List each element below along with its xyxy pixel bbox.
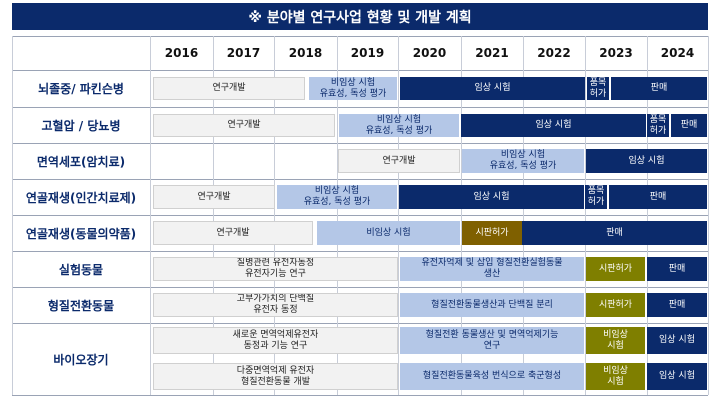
- phase-bar: 형질전환동물생산과 단백질 분리: [400, 293, 584, 317]
- row-divider: [12, 323, 708, 324]
- column-divider: [461, 36, 462, 395]
- column-divider: [523, 36, 524, 395]
- phase-bar: 비임상 시험 유효성, 독성 평가: [339, 114, 459, 137]
- column-divider: [150, 36, 151, 395]
- phase-bar: 비임상 시험 유효성, 독성 평가: [462, 149, 584, 173]
- phase-bar: 임상 시험: [461, 114, 646, 137]
- phase-bar: 판매: [609, 185, 707, 209]
- phase-bar: 시판허가: [462, 221, 522, 245]
- row-label: 면역세포(암치료): [36, 154, 126, 169]
- phase-bar: 임상 시험: [400, 77, 585, 100]
- page-title: ※ 분야별 연구사업 현황 및 개발 계획: [12, 3, 708, 30]
- phase-bar: 시판허가: [586, 257, 645, 281]
- table-left-border: [12, 36, 13, 395]
- phase-bar: 임상 시험: [399, 185, 584, 209]
- phase-bar: 연구개발: [153, 185, 275, 209]
- phase-bar: 판매: [647, 257, 707, 281]
- phase-bar: 임상 시험: [647, 363, 707, 390]
- row-divider: [12, 395, 708, 396]
- row-divider: [12, 179, 708, 180]
- year-header-2017: 2017: [226, 46, 261, 60]
- phase-bar: 판매: [647, 293, 707, 317]
- phase-bar: 비임상 시험: [586, 363, 645, 390]
- row-label: 바이오장기: [53, 352, 109, 367]
- phase-bar: 다중면역억제 유전자 형질전환동물 개발: [153, 363, 398, 390]
- phase-bar: 판매: [671, 114, 707, 137]
- phase-bar: 품목 허가: [587, 77, 609, 100]
- phase-bar: 판매: [522, 221, 707, 245]
- row-label: 연골재생(인간치료제): [25, 190, 137, 205]
- column-divider: [647, 36, 648, 395]
- phase-bar: 비임상 시험 유효성, 독성 평가: [277, 185, 397, 209]
- row-divider: [12, 143, 708, 144]
- year-header-2024: 2024: [660, 46, 695, 60]
- phase-bar: 품목 허가: [585, 185, 607, 209]
- phase-bar: 유전자억제 및 삽입 형질전환실험동물 생산: [400, 257, 584, 281]
- phase-bar: 품목 허가: [647, 114, 669, 137]
- phase-bar: 비임상 시험: [586, 327, 645, 354]
- row-divider: [12, 287, 708, 288]
- phase-bar: 형질전환 동물생산 및 면역억제기능 연구: [400, 327, 584, 354]
- row-divider: [12, 215, 708, 216]
- column-divider: [708, 36, 709, 395]
- phase-bar: 연구개발: [338, 149, 460, 173]
- row-divider: [12, 251, 708, 252]
- phase-bar: 연구개발: [153, 77, 305, 100]
- year-header-2019: 2019: [350, 46, 385, 60]
- year-header-2020: 2020: [412, 46, 447, 60]
- year-header-2018: 2018: [288, 46, 323, 60]
- phase-bar: 임상 시험: [586, 149, 707, 173]
- phase-bar: 연구개발: [153, 221, 313, 245]
- column-divider: [585, 36, 586, 395]
- table-top-border: [12, 36, 708, 37]
- row-label: 형질전환동물: [47, 298, 115, 313]
- column-divider: [274, 36, 275, 395]
- phase-bar: 연구개발: [153, 114, 335, 137]
- column-divider: [337, 36, 338, 395]
- year-header-2023: 2023: [599, 46, 633, 60]
- phase-bar: 고부가가치의 단백질 유전자 동정: [153, 293, 398, 317]
- year-header-2021: 2021: [475, 46, 509, 60]
- phase-bar: 비임상 시험: [317, 221, 460, 245]
- year-header-2016: 2016: [164, 46, 199, 60]
- column-divider: [213, 36, 214, 395]
- phase-bar: 판매: [611, 77, 707, 100]
- row-label: 연골재생(동물의약품): [25, 226, 137, 241]
- phase-bar: 질병관련 유전자동정 유전자기능 연구: [153, 257, 398, 281]
- phase-bar: 시판허가: [586, 293, 645, 317]
- phase-bar: 비임상 시험 유효성, 독성 평가: [309, 77, 397, 100]
- column-divider: [398, 36, 399, 395]
- phase-bar: 형질전환동물육성 번식으로 축군형성: [400, 363, 584, 390]
- phase-bar: 임상 시험: [647, 327, 707, 354]
- phase-bar: 새로운 면역억제유전자 동정과 기능 연구: [153, 327, 398, 354]
- row-divider: [12, 70, 708, 71]
- year-header-2022: 2022: [537, 46, 571, 60]
- row-label: 고혈압 / 당뇨병: [41, 118, 121, 133]
- row-label: 실험동물: [58, 262, 104, 277]
- row-label: 뇌졸중/ 파킨슨병: [38, 82, 124, 96]
- row-divider: [12, 107, 708, 108]
